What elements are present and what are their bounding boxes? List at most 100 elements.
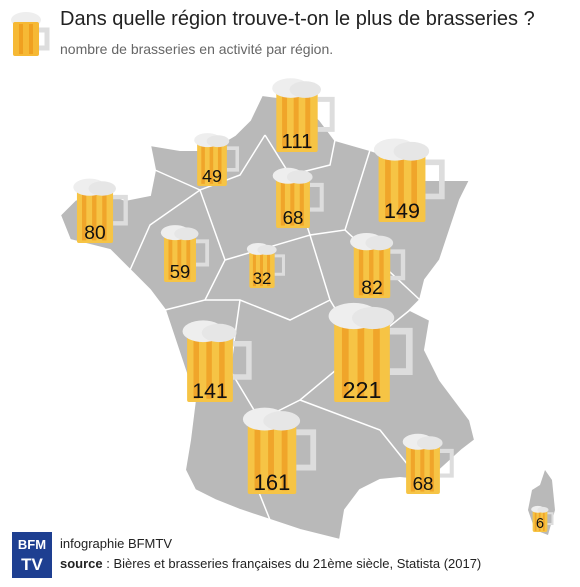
mug-handle — [232, 340, 252, 380]
mug-stripe — [217, 143, 222, 184]
beer-mug: 141 — [182, 320, 252, 403]
beer-mug: 221 — [328, 302, 413, 403]
region-value: 82 — [361, 278, 383, 299]
mug-stripe — [92, 191, 97, 241]
beer-mug: 111 — [272, 78, 335, 153]
logo-top: BFM — [18, 537, 46, 552]
mug-foam — [263, 411, 301, 431]
mug-foam — [393, 141, 430, 161]
region-value: 6 — [536, 516, 544, 532]
mugs: 111 49 149 80 68 59 32 82 141 221 161 68 6 — [73, 78, 554, 532]
mug-stripe — [305, 93, 311, 149]
mug-stripe — [290, 180, 295, 226]
region-value: 161 — [254, 470, 291, 495]
beer-mug: 68 — [272, 167, 324, 228]
mug-handle — [226, 146, 240, 172]
mug-stripe — [102, 191, 107, 241]
mug-stripe — [259, 252, 264, 287]
mug-foam — [201, 323, 237, 343]
region-value: 32 — [253, 269, 272, 288]
mug-stripe — [357, 323, 365, 398]
mug-handle — [274, 254, 285, 276]
header-icon — [11, 12, 50, 56]
region-value: 68 — [413, 473, 434, 494]
mug-stripe — [299, 180, 304, 226]
mug-handle — [389, 327, 413, 375]
beer-mug: 82 — [350, 232, 406, 299]
mug-stripe — [252, 252, 256, 287]
mug-handle — [195, 239, 210, 267]
mug-stripe — [206, 337, 212, 399]
region-value: 80 — [84, 223, 105, 244]
mug-foam — [289, 81, 321, 98]
mug-foam — [206, 135, 230, 148]
region-value: 68 — [283, 207, 304, 228]
mug-stripe — [209, 143, 214, 184]
mug-stripe — [420, 446, 425, 492]
mug-stripe — [268, 425, 274, 491]
mug-stripe — [379, 246, 384, 296]
mug-stripe — [369, 246, 374, 296]
beer-mug: 59 — [160, 225, 210, 282]
mug-foam — [365, 235, 394, 251]
beer-mug: 149 — [373, 138, 445, 223]
beer-mug: 32 — [246, 242, 285, 288]
title: Dans quelle région trouve-t-on le plus d… — [60, 8, 535, 30]
beer-mug: 49 — [194, 133, 240, 186]
beer-mug: 161 — [242, 407, 317, 495]
region-value: 59 — [170, 261, 190, 282]
source-label: source — [60, 556, 103, 571]
mug-handle — [439, 448, 454, 478]
source-text: : Bières et brasseries françaises du 21è… — [103, 556, 482, 571]
mug-handle — [113, 194, 128, 226]
region-value: 221 — [342, 377, 381, 403]
mug-stripe — [538, 511, 541, 531]
logo: BFM TV — [12, 532, 52, 578]
mug-foam — [537, 506, 549, 513]
mug-stripe — [411, 155, 418, 219]
mug-stripe — [81, 191, 87, 241]
beer-mug: 80 — [73, 178, 128, 244]
mug-handle — [425, 159, 445, 200]
beer-mug: 68 — [402, 433, 454, 494]
mug-stripe — [254, 425, 261, 491]
mug-stripe — [429, 446, 434, 492]
beer-mug: 6 — [531, 505, 554, 532]
region-value: 111 — [282, 131, 313, 153]
mug-stripe — [280, 180, 285, 226]
source: source : Bières et brasseries françaises… — [60, 556, 481, 571]
mug-handle — [547, 512, 554, 525]
mug-stripe — [293, 93, 299, 149]
mug-stripe — [534, 511, 537, 531]
mug-stripe — [201, 143, 205, 184]
mug-stripe — [398, 155, 404, 219]
mug-stripe — [282, 93, 288, 149]
region-value: 149 — [384, 199, 420, 223]
mug-stripe — [219, 337, 225, 399]
mug-foam — [257, 244, 277, 255]
mug-foam — [351, 306, 395, 330]
mug-foam — [286, 170, 313, 184]
credit: infographie BFMTV — [60, 536, 172, 551]
mug-stripe — [373, 323, 380, 398]
mug-handle — [296, 429, 317, 471]
mug-stripe — [193, 337, 200, 399]
mug-foam — [174, 227, 199, 241]
mug-handle — [390, 249, 406, 281]
mug-stripe — [410, 446, 415, 492]
mug-stripe — [186, 236, 191, 280]
mug-stripe — [281, 425, 288, 491]
mug-foam — [88, 181, 116, 196]
logo-bottom: TV — [21, 555, 43, 574]
mug-foam — [416, 436, 443, 450]
mug-stripe — [177, 236, 182, 280]
region-value: 141 — [192, 379, 228, 403]
mug-stripe — [267, 252, 271, 287]
mug-stripe — [341, 323, 349, 398]
mug-stripe — [358, 246, 364, 296]
mug-handle — [317, 96, 335, 132]
mug-stripe — [542, 511, 545, 531]
mug-stripe — [168, 236, 173, 280]
mug-stripe — [385, 155, 391, 219]
